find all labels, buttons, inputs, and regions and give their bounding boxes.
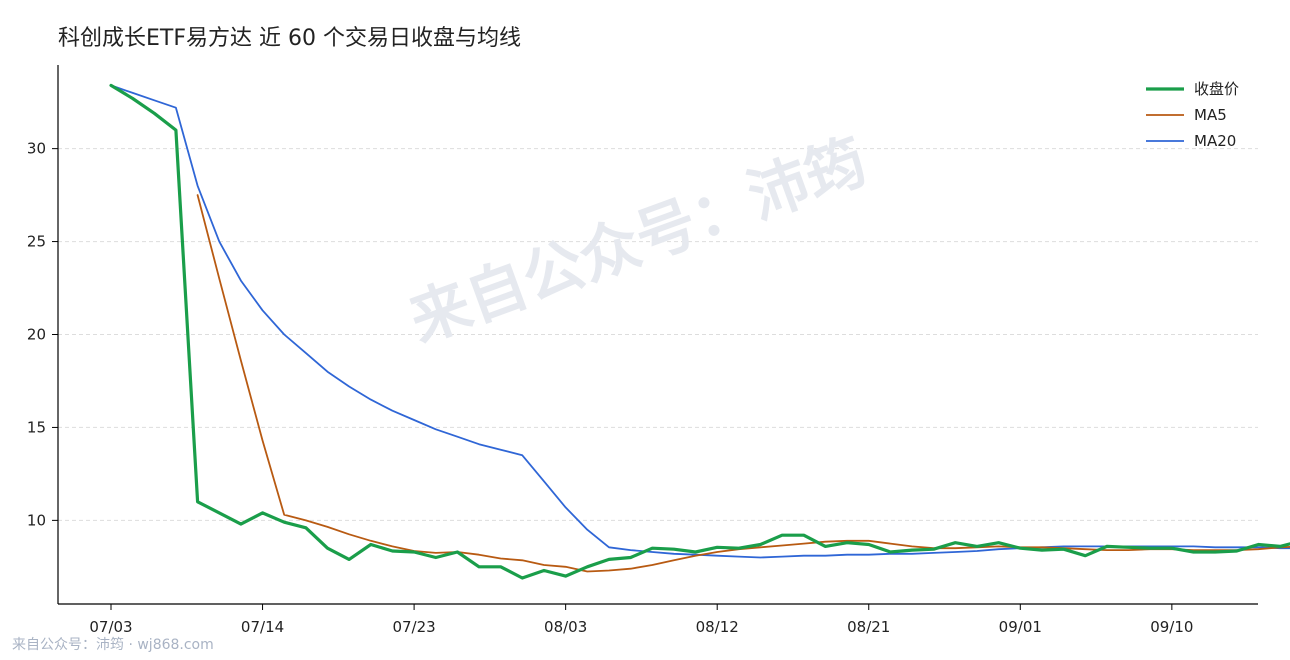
footer-credit: 来自公众号：沛筠 · wj868.com — [12, 637, 214, 653]
grid-lines — [58, 148, 1258, 521]
x-tick-label: 08/03 — [544, 618, 587, 636]
x-tick-label: 08/12 — [696, 618, 739, 636]
y-tick-label: 10 — [27, 511, 46, 529]
x-tick-label: 07/23 — [392, 618, 435, 636]
x-tick-label: 08/21 — [847, 618, 890, 636]
y-tick-label: 20 — [27, 326, 46, 344]
ma20-line — [110, 84, 1290, 559]
ma5-line — [196, 194, 1290, 573]
x-tick-label: 09/01 — [999, 618, 1042, 636]
x-tick-label: 09/10 — [1150, 618, 1193, 636]
legend-label: 收盘价 — [1194, 80, 1239, 98]
x-tick-label: 07/14 — [241, 618, 284, 636]
legend-label: MA20 — [1194, 132, 1236, 150]
legend: 收盘价 MA5 MA20 — [1146, 80, 1239, 150]
y-tick-label: 30 — [27, 140, 46, 158]
close-price-line — [109, 83, 1290, 580]
axes: 10 15 20 25 30 07/03 07/14 07/23 08/03 08/12 08/21… — [27, 65, 1258, 636]
y-tick-label: 15 — [27, 418, 46, 436]
y-tick-label: 25 — [27, 233, 46, 251]
chart-title: 科创成长ETF易方达 近 60 个交易日收盘与均线 — [58, 26, 521, 51]
legend-label: MA5 — [1194, 106, 1227, 124]
x-tick-label: 07/03 — [89, 618, 132, 636]
series-lines — [109, 83, 1290, 580]
